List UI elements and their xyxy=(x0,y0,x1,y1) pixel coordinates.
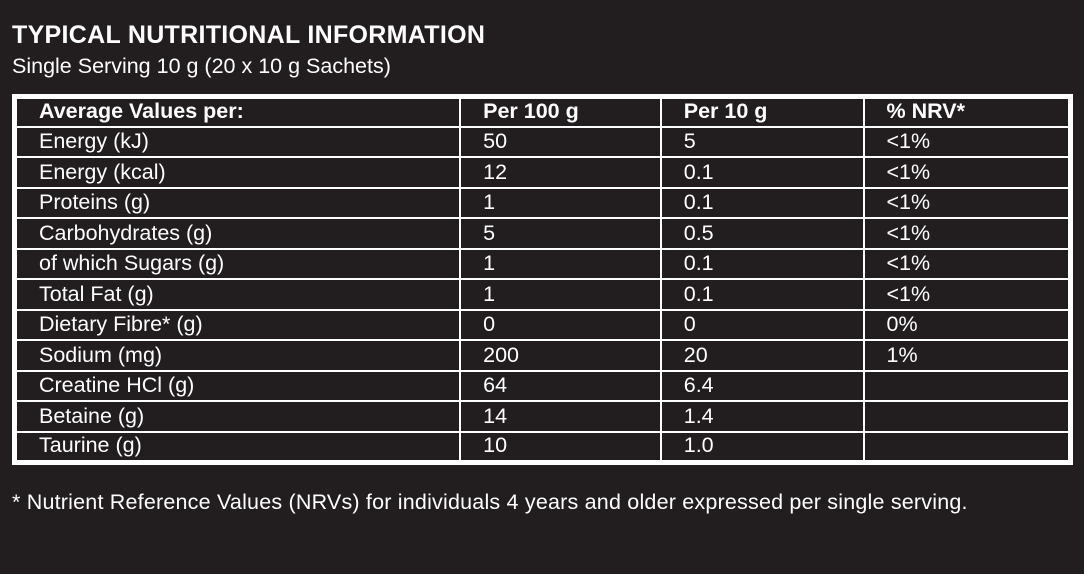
row-label: of which Sugars (g) xyxy=(13,247,462,281)
row-label: Energy (kcal) xyxy=(13,156,462,189)
value-nrv: <1% xyxy=(862,156,1072,189)
value-per-100g: 1 xyxy=(459,278,662,311)
table-row: Total Fat (g) 1 0.1 <1% xyxy=(13,278,1072,311)
row-label: Proteins (g) xyxy=(13,186,462,220)
value-nrv: <1% xyxy=(862,125,1072,159)
table-row: of which Sugars (g) 1 0.1 <1% xyxy=(13,247,1072,281)
value-nrv: <1% xyxy=(862,247,1072,281)
row-label: Total Fat (g) xyxy=(13,278,462,311)
value-per-100g: 200 xyxy=(459,339,662,372)
value-per-100g: 50 xyxy=(459,125,662,159)
nutrition-label: TYPICAL NUTRITIONAL INFORMATION Single S… xyxy=(12,21,1073,514)
value-per-10g: 1.0 xyxy=(659,430,865,464)
value-per-10g: 5 xyxy=(659,125,865,159)
col-header-nrv: % NRV* xyxy=(862,95,1072,128)
col-header-average-values: Average Values per: xyxy=(13,95,462,128)
value-per-100g: 1 xyxy=(459,247,662,281)
table-row: Taurine (g) 10 1.0 xyxy=(13,430,1072,464)
row-label: Creatine HCl (g) xyxy=(13,369,462,403)
value-per-10g: 0.1 xyxy=(659,278,865,311)
value-per-10g: 0.5 xyxy=(659,217,865,250)
value-nrv: <1% xyxy=(862,217,1072,250)
row-label: Taurine (g) xyxy=(13,430,462,464)
value-per-100g: 64 xyxy=(459,369,662,403)
value-per-100g: 1 xyxy=(459,186,662,220)
value-per-100g: 10 xyxy=(459,430,662,464)
page-subtitle: Single Serving 10 g (20 x 10 g Sachets) xyxy=(12,53,391,78)
value-nrv: 1% xyxy=(862,339,1072,372)
value-per-10g: 0 xyxy=(659,308,865,342)
table-row: Carbohydrates (g) 5 0.5 <1% xyxy=(13,217,1072,250)
value-per-10g: 0.1 xyxy=(659,247,865,281)
value-nrv: 0% xyxy=(862,308,1072,342)
table-row: Energy (kJ) 50 5 <1% xyxy=(13,125,1072,159)
value-per-10g: 1.4 xyxy=(659,400,865,433)
value-per-100g: 14 xyxy=(459,400,662,433)
row-label: Energy (kJ) xyxy=(13,125,462,159)
value-per-10g: 0.1 xyxy=(659,186,865,220)
value-per-10g: 20 xyxy=(659,339,865,372)
row-label: Dietary Fibre* (g) xyxy=(13,308,462,342)
value-nrv xyxy=(862,400,1072,433)
table-row: Sodium (mg) 200 20 1% xyxy=(13,339,1072,372)
row-label: Sodium (mg) xyxy=(13,339,462,372)
value-nrv xyxy=(862,369,1072,403)
value-per-100g: 0 xyxy=(459,308,662,342)
nutrition-table: Average Values per: Per 100 g Per 10 g %… xyxy=(12,93,1073,465)
value-per-10g: 6.4 xyxy=(659,369,865,403)
value-nrv: <1% xyxy=(862,186,1072,220)
table-row: Proteins (g) 1 0.1 <1% xyxy=(13,186,1072,220)
value-per-100g: 12 xyxy=(459,156,662,189)
value-nrv xyxy=(862,430,1072,464)
nutrition-table-body: Energy (kJ) 50 5 <1% Energy (kcal) 12 0.… xyxy=(13,125,1072,464)
col-header-per-100g: Per 100 g xyxy=(459,95,662,128)
row-label: Carbohydrates (g) xyxy=(13,217,462,250)
table-row: Energy (kcal) 12 0.1 <1% xyxy=(13,156,1072,189)
table-row: Betaine (g) 14 1.4 xyxy=(13,400,1072,433)
value-per-100g: 5 xyxy=(459,217,662,250)
value-per-10g: 0.1 xyxy=(659,156,865,189)
value-nrv: <1% xyxy=(862,278,1072,311)
row-label: Betaine (g) xyxy=(13,400,462,433)
footnote: * Nutrient Reference Values (NRVs) for i… xyxy=(12,489,968,514)
table-row: Dietary Fibre* (g) 0 0 0% xyxy=(13,308,1072,342)
table-header-row: Average Values per: Per 100 g Per 10 g %… xyxy=(13,95,1072,128)
col-header-per-10g: Per 10 g xyxy=(659,95,865,128)
page-title: TYPICAL NUTRITIONAL INFORMATION xyxy=(12,21,486,49)
table-row: Creatine HCl (g) 64 6.4 xyxy=(13,369,1072,403)
